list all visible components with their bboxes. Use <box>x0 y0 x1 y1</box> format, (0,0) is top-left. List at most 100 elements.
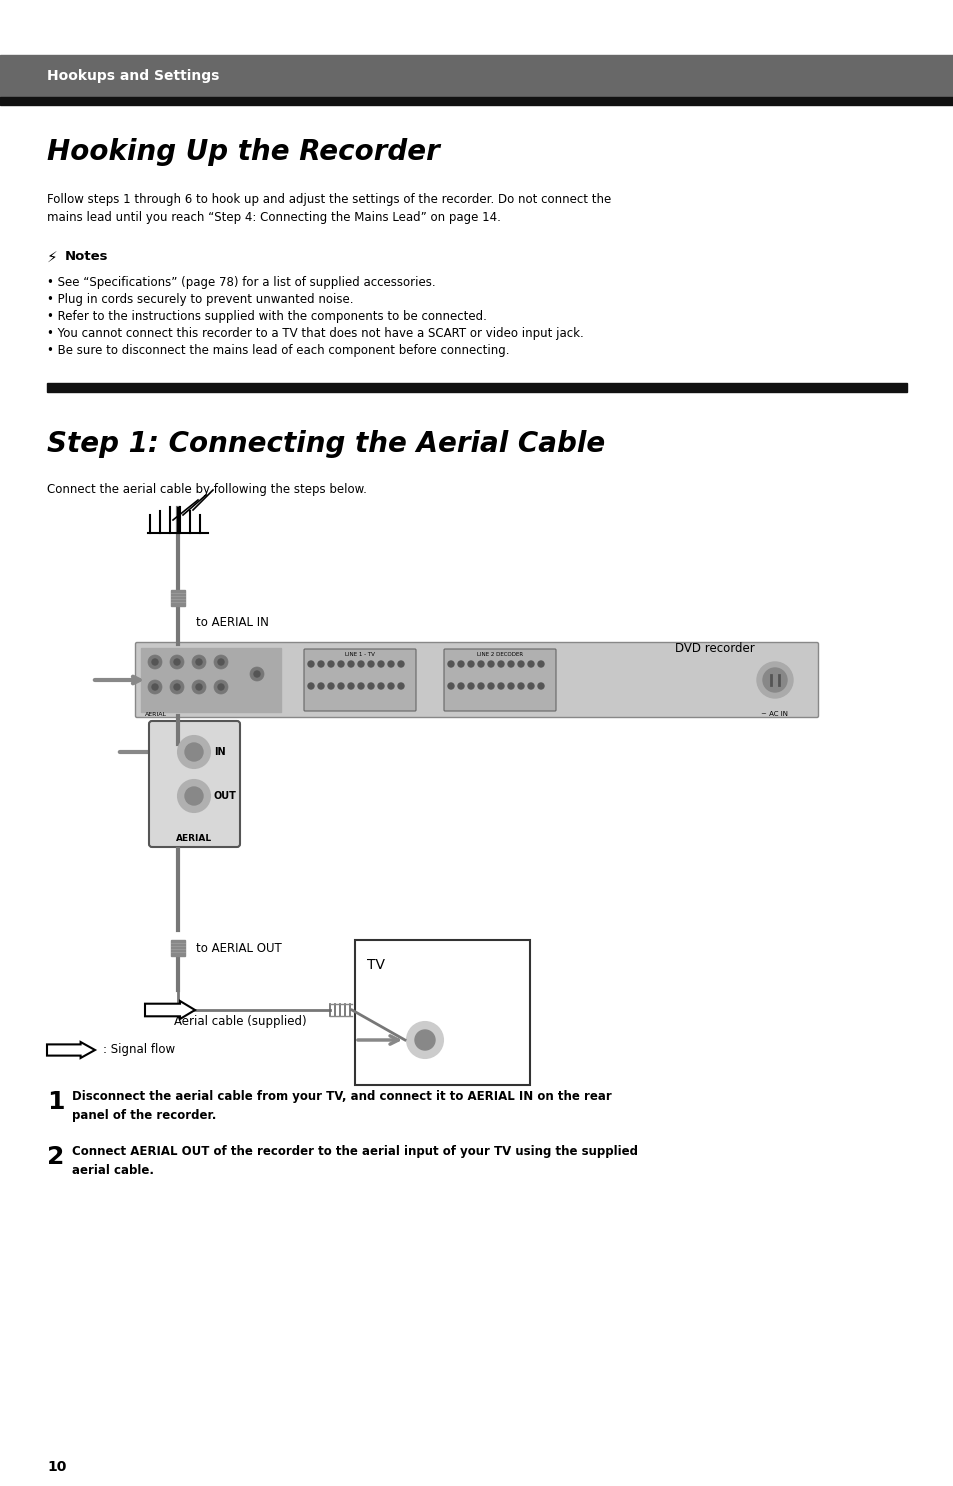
Circle shape <box>152 658 158 666</box>
Circle shape <box>218 658 224 666</box>
Text: to AERIAL IN: to AERIAL IN <box>195 615 269 629</box>
Circle shape <box>448 684 454 690</box>
Text: LINE 1 - TV: LINE 1 - TV <box>345 652 375 657</box>
Circle shape <box>527 684 534 690</box>
Circle shape <box>448 661 454 667</box>
Circle shape <box>195 658 202 666</box>
FancyBboxPatch shape <box>443 649 556 710</box>
Circle shape <box>388 661 394 667</box>
Circle shape <box>407 1022 442 1058</box>
Text: to AERIAL OUT: to AERIAL OUT <box>195 942 281 954</box>
Circle shape <box>537 661 543 667</box>
Circle shape <box>477 661 483 667</box>
Text: Notes: Notes <box>65 250 109 263</box>
Text: : Signal flow: : Signal flow <box>103 1043 175 1057</box>
Circle shape <box>317 661 324 667</box>
Circle shape <box>368 684 374 690</box>
Circle shape <box>368 661 374 667</box>
FancyBboxPatch shape <box>304 649 416 710</box>
Circle shape <box>348 661 354 667</box>
Polygon shape <box>145 1002 194 1019</box>
Text: ⚡: ⚡ <box>47 250 58 265</box>
Circle shape <box>348 684 354 690</box>
Text: • Be sure to disconnect the mains lead of each component before connecting.: • Be sure to disconnect the mains lead o… <box>47 343 509 357</box>
Circle shape <box>173 658 180 666</box>
Circle shape <box>148 681 162 694</box>
Circle shape <box>152 684 158 690</box>
Circle shape <box>757 661 792 698</box>
Circle shape <box>468 684 474 690</box>
Circle shape <box>517 684 523 690</box>
Circle shape <box>317 684 324 690</box>
Circle shape <box>308 684 314 690</box>
Circle shape <box>185 788 203 805</box>
Text: AERIAL: AERIAL <box>175 834 212 843</box>
FancyBboxPatch shape <box>135 642 818 718</box>
Text: Hookups and Settings: Hookups and Settings <box>47 68 219 83</box>
Bar <box>0 55 953 97</box>
Text: IN: IN <box>213 747 226 756</box>
Circle shape <box>497 684 503 690</box>
Circle shape <box>388 684 394 690</box>
Circle shape <box>170 655 184 669</box>
Text: Connect AERIAL OUT of the recorder to the aerial input of your TV using the supp: Connect AERIAL OUT of the recorder to th… <box>71 1146 638 1177</box>
Text: TV: TV <box>367 958 385 972</box>
Circle shape <box>497 661 503 667</box>
Circle shape <box>517 661 523 667</box>
Circle shape <box>328 684 334 690</box>
Text: mains lead until you reach “Step 4: Connecting the Mains Lead” on page 14.: mains lead until you reach “Step 4: Conn… <box>47 211 500 224</box>
Text: • Plug in cords securely to prevent unwanted noise.: • Plug in cords securely to prevent unwa… <box>47 293 354 306</box>
Circle shape <box>488 684 494 690</box>
Circle shape <box>377 661 384 667</box>
Text: Connect the aerial cable by following the steps below.: Connect the aerial cable by following th… <box>47 483 367 496</box>
Text: Disconnect the aerial cable from your TV, and connect it to AERIAL IN on the rea: Disconnect the aerial cable from your TV… <box>71 1091 611 1122</box>
Circle shape <box>195 684 202 690</box>
Circle shape <box>250 667 264 681</box>
Circle shape <box>527 661 534 667</box>
Bar <box>355 941 530 1085</box>
Text: 10: 10 <box>47 1461 67 1474</box>
Circle shape <box>213 681 228 694</box>
Circle shape <box>397 684 403 690</box>
Bar <box>171 941 185 955</box>
Text: • See “Specifications” (page 78) for a list of supplied accessories.: • See “Specifications” (page 78) for a l… <box>47 276 436 288</box>
Circle shape <box>507 661 514 667</box>
Bar <box>171 590 185 606</box>
Circle shape <box>488 661 494 667</box>
Circle shape <box>170 681 184 694</box>
Circle shape <box>337 684 344 690</box>
Text: Aerial cable (supplied): Aerial cable (supplied) <box>173 1015 306 1028</box>
Text: Hooking Up the Recorder: Hooking Up the Recorder <box>47 138 439 166</box>
Text: LINE 2 DECODER: LINE 2 DECODER <box>476 652 522 657</box>
Circle shape <box>253 672 260 678</box>
Text: DVD recorder: DVD recorder <box>675 642 754 654</box>
Circle shape <box>192 681 206 694</box>
Polygon shape <box>47 1042 95 1058</box>
Circle shape <box>377 684 384 690</box>
Circle shape <box>415 1030 435 1051</box>
Circle shape <box>457 661 463 667</box>
Circle shape <box>328 661 334 667</box>
Circle shape <box>178 736 210 768</box>
Circle shape <box>148 655 162 669</box>
Circle shape <box>468 661 474 667</box>
Bar <box>0 97 953 106</box>
Text: 2: 2 <box>47 1146 64 1169</box>
Circle shape <box>337 661 344 667</box>
Circle shape <box>173 684 180 690</box>
Circle shape <box>397 661 403 667</box>
Circle shape <box>507 684 514 690</box>
Text: Step 1: Connecting the Aerial Cable: Step 1: Connecting the Aerial Cable <box>47 429 604 458</box>
Text: Follow steps 1 through 6 to hook up and adjust the settings of the recorder. Do : Follow steps 1 through 6 to hook up and … <box>47 193 611 207</box>
Bar <box>141 648 281 712</box>
FancyBboxPatch shape <box>149 721 240 847</box>
Circle shape <box>537 684 543 690</box>
Circle shape <box>457 684 463 690</box>
Circle shape <box>357 661 364 667</box>
Circle shape <box>218 684 224 690</box>
Circle shape <box>762 669 786 692</box>
Text: OUT: OUT <box>213 791 236 801</box>
Text: • Refer to the instructions supplied with the components to be connected.: • Refer to the instructions supplied wit… <box>47 311 486 322</box>
Text: AERIAL: AERIAL <box>145 712 167 718</box>
Circle shape <box>477 684 483 690</box>
